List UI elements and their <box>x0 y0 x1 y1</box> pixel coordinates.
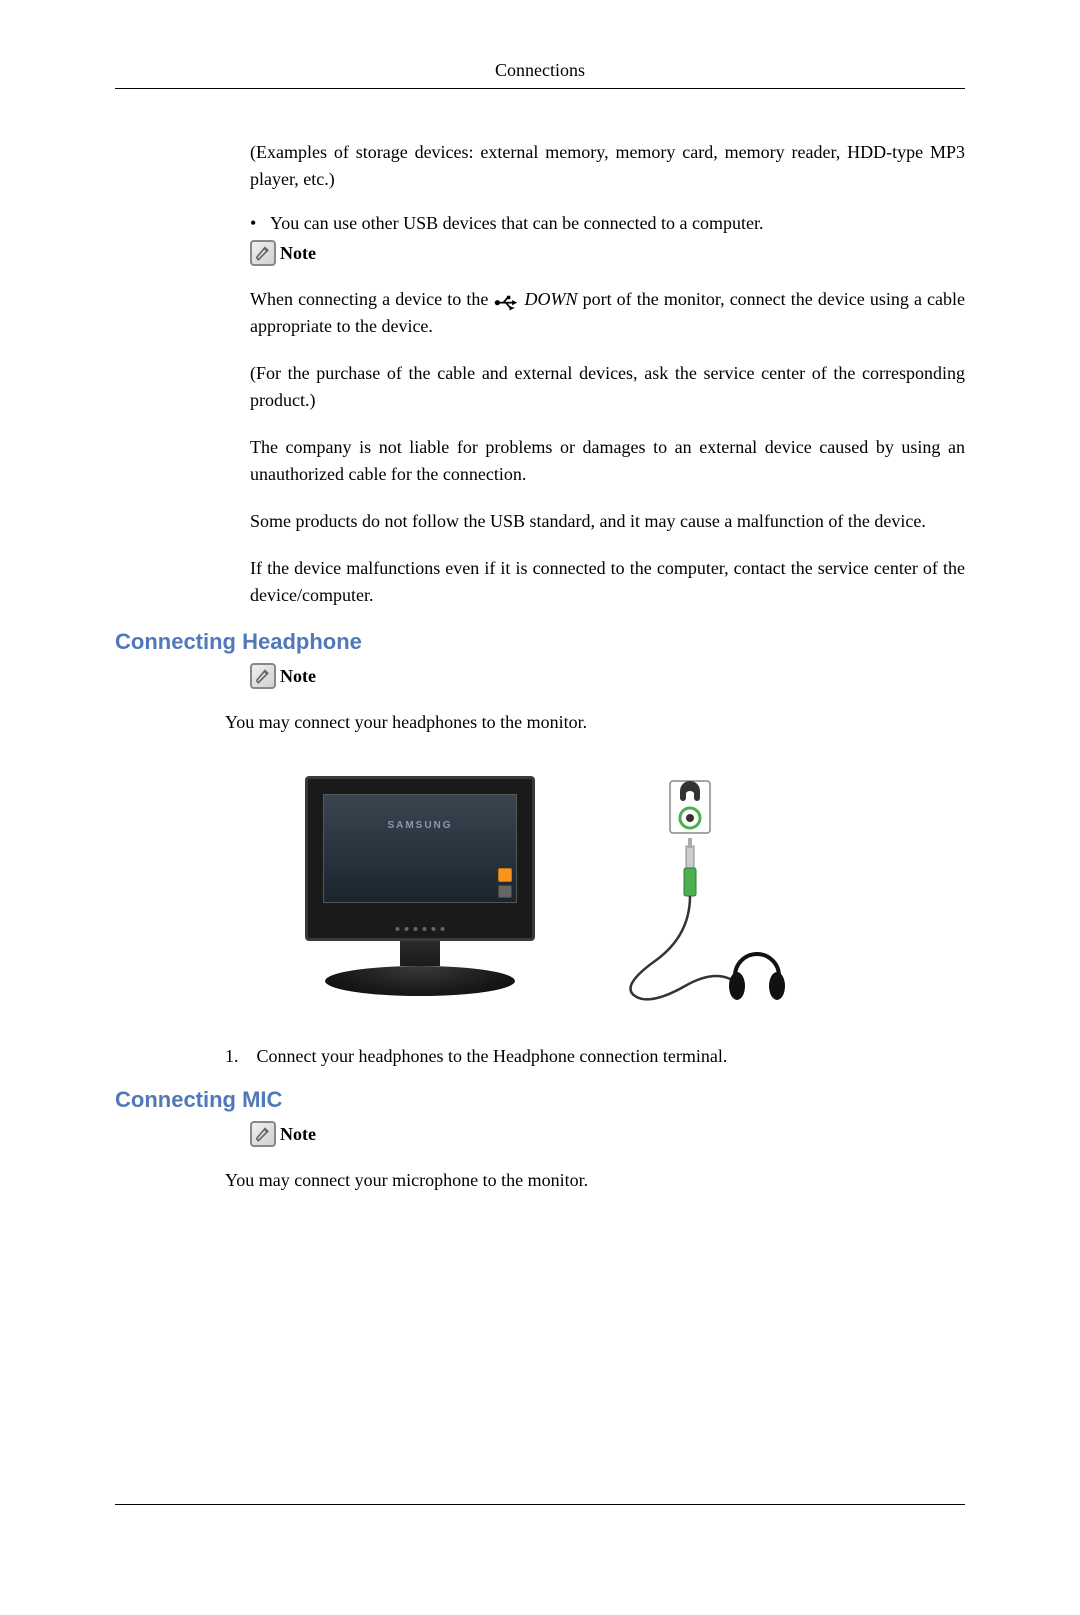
usb-down-icon <box>493 292 519 310</box>
heading-connecting-headphone: Connecting Headphone <box>115 629 965 655</box>
malfunction-paragraph: If the device malfunctions even if it is… <box>250 555 965 609</box>
mic-paragraph: You may connect your microphone to the m… <box>225 1167 965 1194</box>
examples-paragraph: (Examples of storage devices: external m… <box>250 139 965 193</box>
page-header-title: Connections <box>115 60 965 89</box>
connecting-device-paragraph: When connecting a device to the DOWN por… <box>250 286 965 340</box>
headphone-figure: SAMSUNG <box>115 776 965 1006</box>
purchase-paragraph: (For the purchase of the cable and exter… <box>250 360 965 414</box>
note-label: Note <box>280 243 316 264</box>
down-label: DOWN <box>525 289 578 309</box>
note-block-1: Note <box>250 240 965 266</box>
note-block-2: Note <box>250 663 965 689</box>
note-icon <box>250 240 276 266</box>
liability-paragraph: The company is not liable for problems o… <box>250 434 965 488</box>
heading-connecting-mic: Connecting MIC <box>115 1087 965 1113</box>
bullet-usb-devices: You can use other USB devices that can b… <box>250 213 965 234</box>
step-1: 1. Connect your headphones to the Headph… <box>225 1046 965 1067</box>
footer-rule <box>115 1504 965 1505</box>
monitor-illustration: SAMSUNG <box>295 776 545 1006</box>
note-icon <box>250 663 276 689</box>
mic-port-icon <box>498 885 512 899</box>
connecting-prefix: When connecting a device to the <box>250 289 493 309</box>
note-block-3: Note <box>250 1121 965 1147</box>
note-icon <box>250 1121 276 1147</box>
standard-paragraph: Some products do not follow the USB stan… <box>250 508 965 535</box>
step-text: Connect your headphones to the Headphone… <box>257 1046 728 1067</box>
step-number: 1. <box>225 1046 239 1067</box>
headphone-paragraph: You may connect your headphones to the m… <box>225 709 965 736</box>
note-label: Note <box>280 666 316 687</box>
note-label: Note <box>280 1124 316 1145</box>
headphone-cable-illustration <box>585 776 785 1006</box>
monitor-brand-label: SAMSUNG <box>387 820 452 831</box>
headphone-port-icon <box>498 868 512 882</box>
